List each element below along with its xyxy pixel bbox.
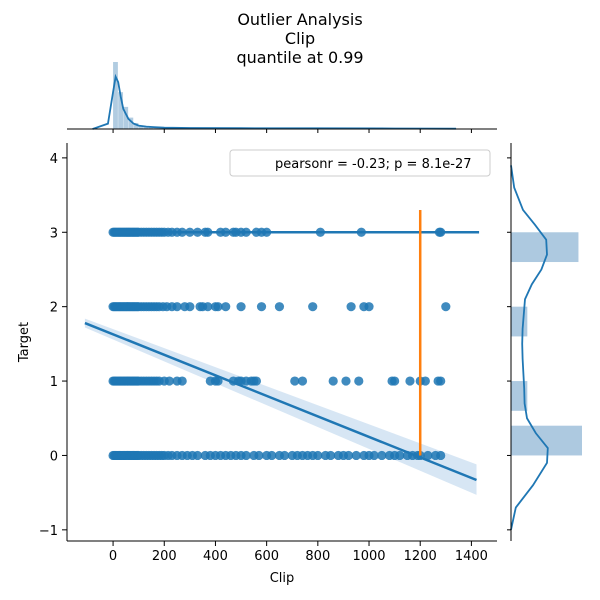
- scatter-point: [420, 376, 430, 386]
- scatter-point: [326, 450, 336, 461]
- y-tick-label: 3: [50, 226, 58, 241]
- chart-title: Outlier Analysis Clip quantile at 0.99: [0, 10, 600, 67]
- x-tick-label: 1200: [404, 549, 437, 564]
- scatter-point: [221, 302, 231, 312]
- marginal-y-kde: [510, 165, 549, 531]
- scatter-point: [241, 450, 251, 461]
- marginal-y-bar: [511, 381, 528, 411]
- scatter-point: [436, 376, 446, 386]
- scatter-point: [441, 302, 451, 312]
- x-tick-label: 1400: [455, 549, 488, 564]
- x-tick-label: 0: [109, 549, 117, 564]
- marginal-x-bar: [138, 125, 144, 129]
- title-line-2: Clip: [284, 29, 316, 48]
- scatter-point: [346, 302, 356, 312]
- y-tick-label: 2: [50, 301, 58, 316]
- marginal-x-bar: [148, 127, 154, 129]
- scatter-point: [172, 302, 182, 312]
- scatter-point: [369, 450, 379, 461]
- scatter-point: [213, 376, 223, 386]
- scatter-point: [423, 450, 433, 461]
- title-line-3: quantile at 0.99: [236, 48, 364, 67]
- scatter-point: [254, 450, 264, 461]
- legend-box: [229, 149, 491, 177]
- marginal-x-bar: [123, 106, 129, 129]
- scatter-point: [251, 376, 262, 386]
- scatter-point: [279, 450, 290, 461]
- scatter-point: [308, 302, 318, 312]
- scatter-point: [343, 450, 354, 461]
- marginal-x-bar: [133, 122, 139, 129]
- x-tick-label: 400: [203, 549, 228, 564]
- scatter-point: [236, 302, 246, 312]
- main-scatter-plot: 0 200 400 600 800 1000 1200 1400 −1 0 1 2 3 4: [39, 143, 497, 564]
- regression-confidence-band: [84, 318, 477, 495]
- marginal-x-bar: [113, 62, 118, 129]
- scatter-point: [351, 450, 361, 461]
- scatter-point: [267, 450, 277, 461]
- marginal-x-kde: [92, 73, 457, 130]
- title-line-1: Outlier Analysis: [237, 10, 363, 29]
- x-tick-label: 200: [152, 549, 177, 564]
- scatter-point: [256, 302, 267, 312]
- y-tick-label: 4: [50, 152, 58, 167]
- scatter-point: [405, 376, 415, 386]
- scatter-point: [390, 376, 400, 386]
- scatter-point: [377, 450, 387, 461]
- scatter-point: [364, 302, 374, 312]
- scatter-point: [185, 302, 195, 312]
- marginal-x-bar: [128, 117, 134, 129]
- scatter-point: [177, 376, 187, 386]
- scatter-point: [297, 376, 308, 386]
- scatter-point: [328, 376, 338, 386]
- scatter-point: [341, 376, 351, 386]
- scatter-point: [213, 302, 223, 312]
- marginal-x-histogram: [67, 62, 497, 133]
- y-tick-label: 0: [50, 449, 58, 464]
- scatter-point: [313, 450, 323, 461]
- scatter-point: [192, 450, 203, 461]
- marginal-x-bar: [143, 126, 149, 129]
- scatter-point: [164, 376, 174, 386]
- x-tick-label: 1000: [352, 549, 385, 564]
- scatter-point: [354, 376, 364, 386]
- legend-text: pearsonr = -0.23; p = 8.1e-27: [275, 157, 472, 172]
- legend: pearsonr = -0.23; p = 8.1e-27: [229, 149, 491, 177]
- marginal-y-histogram: [507, 143, 582, 541]
- marginal-x-bar: [154, 127, 159, 129]
- y-axis-label: Target: [17, 322, 32, 363]
- y-tick-label: 1: [50, 375, 58, 390]
- marginal-y-bar: [511, 425, 582, 456]
- scatter-point: [274, 302, 285, 312]
- x-axis-label: Clip: [270, 571, 295, 586]
- y-tick-label: −1: [39, 524, 58, 539]
- scatter-point: [436, 450, 446, 461]
- marginal-x-bar: [159, 127, 164, 129]
- x-tick-label: 800: [305, 549, 330, 564]
- x-tick-label: 600: [254, 549, 279, 564]
- marginal-x-bar: [118, 92, 124, 129]
- regression-line: [84, 321, 477, 482]
- scatter-point: [290, 376, 300, 386]
- scatter-point: [395, 450, 405, 461]
- scatter-point: [203, 302, 213, 312]
